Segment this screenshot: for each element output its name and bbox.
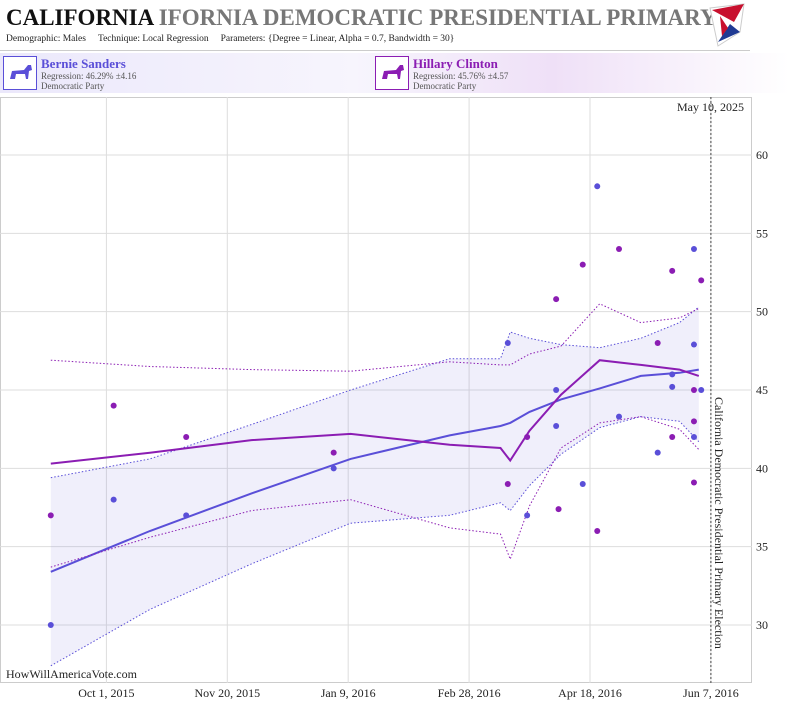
data-point [669,434,676,441]
data-point [110,402,117,409]
election-label: California Democratic Presidential Prima… [712,397,726,649]
data-point [553,387,560,393]
y-tick-label: 40 [756,461,768,475]
x-tick-label: Nov 20, 2015 [194,686,260,700]
data-point [654,449,661,456]
meta-item: Parameters: {Degree = Linear, Alpha = 0.… [220,34,455,44]
y-tick-label: 45 [756,383,768,397]
data-point [504,339,511,346]
x-tick-label: Jan 9, 2016 [321,686,376,700]
party-icon [3,56,37,90]
data-point [555,506,562,513]
data-point [504,481,511,488]
y-tick-label: 35 [756,540,768,554]
party-icon [375,56,409,90]
x-tick-label: Oct 1, 2015 [78,686,134,700]
data-point [616,245,623,252]
y-tick-label: 30 [756,618,768,632]
legend-party: Democratic Party [41,81,105,91]
data-point [594,528,601,535]
data-point [183,512,190,519]
data-point [553,423,560,430]
data-point [524,512,531,519]
data-point [669,383,676,390]
data-point [690,341,697,348]
data-point [690,479,697,486]
logo [709,3,745,47]
legend-name: Hillary Clinton [413,56,498,71]
title-marquee: IFORNIA DEMOCRATIC PRESIDENTIAL PRIMARY [158,5,717,30]
data-point [579,481,586,488]
date-stamp: May 10, 2025 [677,100,744,114]
source: HowWillAmericaVote.com [6,667,138,681]
x-tick-label: Jun 7, 2016 [683,686,739,700]
x-tick-label: Apr 18, 2016 [558,686,622,700]
data-point [553,296,560,303]
data-point [594,183,601,190]
data-point [579,261,586,268]
data-point [330,449,337,456]
meta-item: Demographic: Males [6,34,86,44]
meta-item: Technique: Local Regression [97,34,209,44]
regression-line [50,368,699,573]
data-point [669,371,676,378]
legend-party: Democratic Party [413,81,477,91]
data-point [654,339,661,346]
data-point [690,418,697,425]
data-point [698,387,705,393]
legend-regression: Regression: 45.76% ±4.57 [413,71,509,81]
data-point [183,434,190,441]
data-point [669,267,676,274]
legend-regression: Regression: 46.29% ±4.16 [41,71,137,81]
y-tick-label: 55 [756,226,768,240]
data-point [110,496,117,503]
band-upper [50,303,700,372]
header: CALIFORNIA IFORNIA DEMOCRATIC PRESIDENTI… [0,0,750,51]
confidence-band [50,307,699,666]
data-point [690,387,697,393]
title: CALIFORNIA IFORNIA DEMOCRATIC PRESIDENTI… [6,5,717,31]
data-point [698,277,705,284]
data-point [524,434,531,441]
grid [0,97,752,683]
data-point [47,512,54,519]
data-point [690,245,697,252]
chart: 30 35 40 45 50 55 60 Oct 1, 2015 Nov 20, 2015 Jan… [0,97,768,700]
band-lower [50,416,700,667]
y-tick-label: 60 [756,148,768,162]
title-main: CALIFORNIA [6,5,153,30]
legend-name: Bernie Sanders [41,56,126,71]
y-tick-label: 50 [756,305,768,319]
meta: Demographic: Males Technique: Local Regre… [6,34,466,44]
data-point [330,465,337,472]
data-point [690,434,697,441]
x-tick-label: Feb 28, 2016 [438,686,501,700]
data-point [47,622,54,629]
data-point [616,413,623,420]
regression-line [50,359,700,465]
legend: Bernie Sanders Regression: 46.29% ±4.16 … [0,53,789,93]
